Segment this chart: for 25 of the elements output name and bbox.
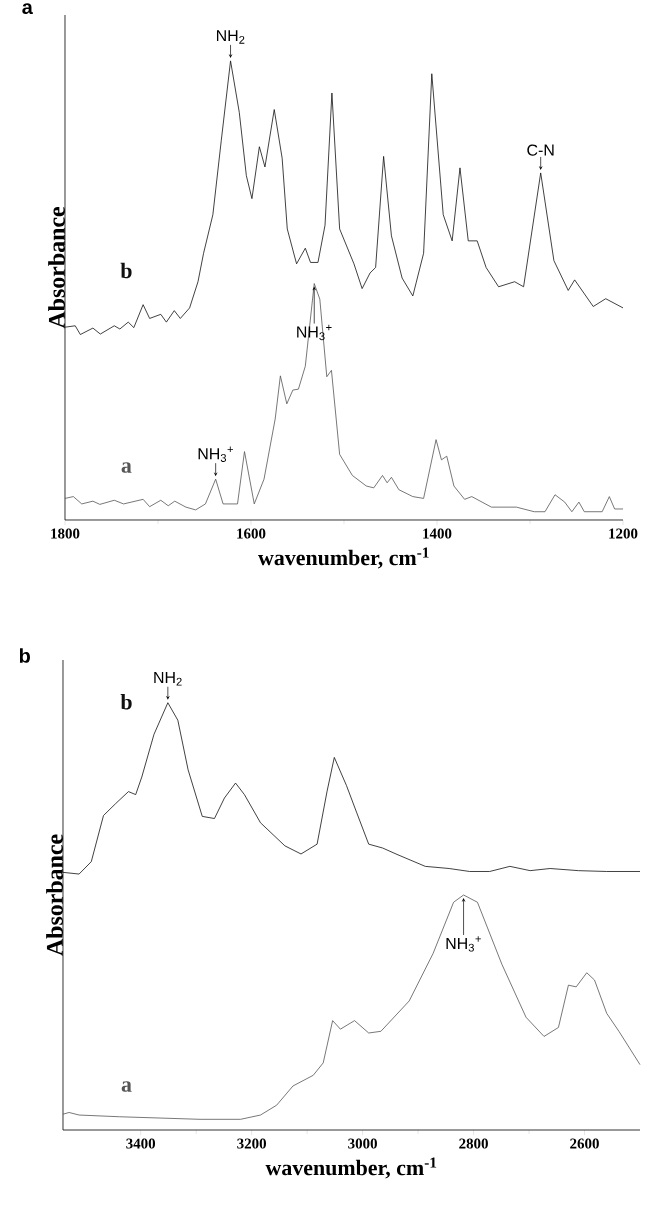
x-axis-title: wavenumber, cm$^{-1}$ bbox=[265, 1157, 437, 1179]
x-axis-title: wavenumber, cm$^{-1}$ bbox=[258, 547, 429, 569]
chart-title: a bbox=[22, 3, 33, 15]
x-tick-label: 1400 bbox=[423, 528, 452, 539]
y-axis-title: Absorbance bbox=[46, 834, 63, 956]
x-tick-label: 1600 bbox=[237, 528, 266, 539]
chart-title: b bbox=[19, 648, 30, 663]
series-label: a bbox=[121, 462, 132, 473]
annotation: NH$_{2}$ bbox=[216, 30, 245, 44]
y-axis-title: Absorbance bbox=[48, 207, 65, 329]
x-tick-label: 2800 bbox=[459, 1138, 488, 1149]
annotation: NH$_{3}$+ bbox=[446, 936, 481, 952]
series-label: b bbox=[120, 694, 132, 710]
x-tick-label: 2600 bbox=[570, 1138, 599, 1149]
series-label: a bbox=[121, 1081, 132, 1092]
x-tick-label: 3200 bbox=[237, 1138, 267, 1149]
annotation: NH$_{3}$+ bbox=[297, 324, 332, 341]
annotation: NH$_{2}$ bbox=[154, 671, 182, 686]
x-tick-label: 3400 bbox=[126, 1138, 156, 1149]
annotation: NH$_{3}$+ bbox=[198, 446, 233, 462]
x-tick-label: 1200 bbox=[609, 528, 638, 539]
annotation: C-N bbox=[527, 144, 554, 156]
x-tick-label: 1800 bbox=[51, 528, 80, 539]
series-label: b bbox=[120, 262, 132, 279]
x-tick-label: 3000 bbox=[348, 1138, 377, 1149]
